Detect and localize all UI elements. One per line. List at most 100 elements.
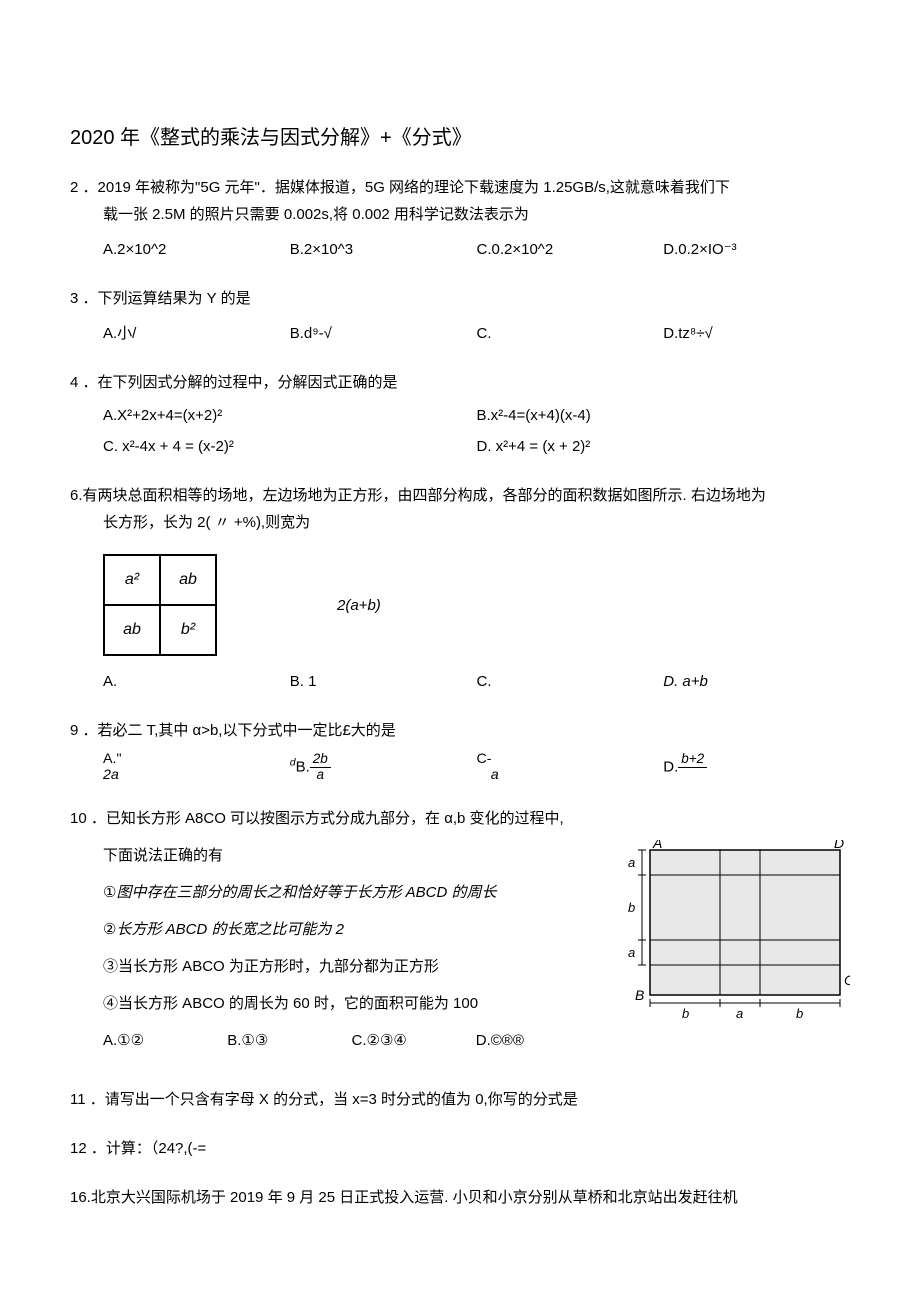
rectangle-diagram-icon: A D B C a b a b (620, 840, 850, 1020)
label-C: C (844, 972, 850, 988)
q9-a-top: A." (103, 752, 290, 768)
q2-opt-c: C.0.2×10^2 (477, 236, 664, 263)
q9-opt-b: dB.2ba (290, 752, 477, 783)
q2-opt-a: A.2×10^2 (103, 236, 290, 263)
q10-statements: 下面说法正确的有 ①图中存在三部分的周长之和恰好等于长方形 ABCD 的周长 ②… (70, 832, 600, 1064)
q9-opt-c: C- a (477, 752, 664, 783)
q3-opt-a: A.小/ (103, 320, 290, 347)
q6-figure-row: a² ab ab b² 2(a+b) (70, 554, 850, 656)
q9-c-top: C- (477, 752, 664, 768)
q9-opt-d: D.b+2 (663, 752, 850, 783)
q3-line1: 3 ．下列运算结果为 Y 的是 (70, 285, 850, 312)
q3-options: A.小/ B.d⁹-√ C. D.tz⁸÷√ (70, 320, 850, 347)
q10-text: ．已知长方形 A8CO 可以按图示方式分成九部分，在 α,b 变化的过程中, (91, 810, 564, 827)
q9-text: ．若必二 T,其中 α>b,以下分式中一定比£大的是 (83, 722, 396, 739)
q4-line1: 4 ．在下列因式分解的过程中，分解因式正确的是 (70, 369, 850, 396)
q10-item-3: ③当长方形 ABCO 为正方形时，九部分都为正方形 (70, 953, 600, 980)
q6-opt-a: A. (103, 668, 290, 695)
q6-square-table: a² ab ab b² (103, 554, 217, 656)
q10-item-2: ②长方形 ABCD 的长宽之比可能为 2 (70, 916, 600, 943)
q16-line: 16.北京大兴国际机场于 2019 年 9 月 25 日正式投入运营. 小贝和小… (70, 1184, 850, 1211)
question-3: 3 ．下列运算结果为 Y 的是 A.小/ B.d⁹-√ C. D.tz⁸÷√ (70, 285, 850, 347)
q4-options: A.X²+2x+4=(x+2)² B.x²-4=(x+4)(x-4) C. x²… (70, 402, 850, 460)
q10-item-4: ④当长方形 ABCO 的周长为 60 时，它的面积可能为 100 (70, 990, 600, 1017)
q2-options: A.2×10^2 B.2×10^3 C.0.2×10^2 D.0.2×IO⁻³ (70, 236, 850, 263)
q16-text: 北京大兴国际机场于 2019 年 9 月 25 日正式投入运营. 小贝和小京分别… (91, 1189, 738, 1206)
label-A: A (652, 840, 662, 851)
q10-options: A.①② B.①③ C.②③④ D.©®® (70, 1027, 600, 1054)
q9-d-pre: D. (663, 759, 678, 776)
q12-num: 12 (70, 1140, 87, 1157)
q10-i3-pre: ③ (103, 958, 118, 975)
q2-line2: 载一张 2.5M 的照片只需要 0.002s,将 0.002 用科学记数法表示为 (70, 201, 850, 228)
q3-text: ．下列运算结果为 Y 的是 (83, 290, 251, 307)
label-B: B (635, 987, 644, 1003)
left-b: b (628, 900, 635, 915)
q6-text: 有两块总面积相等的场地，左边场地为正方形，由四部分构成，各部分的面积数据如图所示… (83, 487, 766, 504)
q10-item-1: ①图中存在三部分的周长之和恰好等于长方形 ABCD 的周长 (70, 879, 600, 906)
question-10: 10 ．已知长方形 A8CO 可以按图示方式分成九部分，在 α,b 变化的过程中… (70, 805, 850, 1064)
q10-opt-a: A.①② (103, 1027, 227, 1054)
q6-opt-d: D. a+b (663, 668, 850, 695)
page-title: 2020 年《整式的乘法与因式分解》+《分式》 (70, 120, 850, 156)
q4-opt-b: B.x²-4=(x+4)(x-4) (477, 402, 851, 429)
q10-i2: 长方形 ABCD 的长宽之比可能为 2 (116, 921, 344, 938)
left-a2: a (628, 945, 635, 960)
q10-figure: A D B C a b a b (620, 840, 850, 1029)
left-a1: a (628, 855, 635, 870)
q10-i1: 图中存在三部分的周长之和恰好等于长方形 ABCD 的周长 (116, 884, 496, 901)
bot-b1: b (682, 1006, 689, 1020)
q9-b-num: 2b (310, 752, 331, 768)
q10-opt-b: B.①③ (227, 1027, 351, 1054)
q10-i4: 当长方形 ABCO 的周长为 60 时，它的面积可能为 100 (118, 995, 478, 1012)
q12-text: ．计算：（24?,(-= (91, 1140, 206, 1157)
question-16: 16.北京大兴国际机场于 2019 年 9 月 25 日正式投入运营. 小贝和小… (70, 1184, 850, 1211)
q10-stem: 10 ．已知长方形 A8CO 可以按图示方式分成九部分，在 α,b 变化的过程中… (70, 805, 850, 832)
q6-num: 6. (70, 487, 83, 504)
q10-line1: 下面说法正确的有 (70, 842, 600, 869)
q4-opt-d: D. x²+4 = (x + 2)² (477, 433, 851, 460)
question-2: 2 ．2019 年被称为"5G 元年"．据媒体报道，5G 网络的理论下载速度为 … (70, 174, 850, 263)
q4-opt-c: C. x²-4x + 4 = (x-2)² (103, 433, 477, 460)
q6-cell-ab1: ab (160, 555, 216, 605)
bot-a: a (736, 1006, 743, 1020)
q2-text: ．2019 年被称为"5G 元年"．据媒体报道，5G 网络的理论下载速度为 1.… (83, 179, 730, 196)
q6-cell-b2: b² (160, 605, 216, 655)
q4-opt-a: A.X²+2x+4=(x+2)² (103, 402, 477, 429)
q10-opt-c: C.②③④ (352, 1027, 476, 1054)
q10-i1-pre: ① (103, 884, 116, 901)
q4-num: 4 (70, 374, 78, 391)
q6-line2: 长方形，长为 2( 〃 +%),则宽为 (70, 509, 850, 536)
q2-opt-d: D.0.2×IO⁻³ (663, 236, 850, 263)
q9-d-den (678, 768, 707, 783)
q4-text: ．在下列因式分解的过程中，分解因式正确的是 (83, 374, 398, 391)
q10-i2-pre: ② (103, 921, 116, 938)
q10-i3: 当长方形 ABCO 为正方形时，九部分都为正方形 (118, 958, 439, 975)
q6-side-label: 2(a+b) (337, 592, 381, 619)
q16-num: 16. (70, 1189, 91, 1206)
q6-line1: 6.有两块总面积相等的场地，左边场地为正方形，由四部分构成，各部分的面积数据如图… (70, 482, 850, 509)
question-4: 4 ．在下列因式分解的过程中，分解因式正确的是 A.X²+2x+4=(x+2)²… (70, 369, 850, 460)
q10-opt-d: D.©®® (476, 1027, 600, 1054)
question-6: 6.有两块总面积相等的场地，左边场地为正方形，由四部分构成，各部分的面积数据如图… (70, 482, 850, 695)
bot-b2: b (796, 1006, 803, 1020)
q9-num: 9 (70, 722, 78, 739)
q10-num: 10 (70, 810, 87, 827)
q9-options: A." 2a dB.2ba C- a D.b+2 (70, 752, 850, 783)
q9-b-pre: B. (296, 759, 310, 776)
q2-opt-b: B.2×10^3 (290, 236, 477, 263)
question-12: 12 ．计算：（24?,(-= (70, 1135, 850, 1162)
q9-line1: 9 ．若必二 T,其中 α>b,以下分式中一定比£大的是 (70, 717, 850, 744)
question-9: 9 ．若必二 T,其中 α>b,以下分式中一定比£大的是 A." 2a dB.2… (70, 717, 850, 783)
q2-line1: 2 ．2019 年被称为"5G 元年"．据媒体报道，5G 网络的理论下载速度为 … (70, 174, 850, 201)
q3-opt-c: C. (477, 320, 664, 347)
q6-cell-a2: a² (104, 555, 160, 605)
q11-line: 11 ．请写出一个只含有字母 X 的分式，当 x=3 时分式的值为 0,你写的分… (70, 1086, 850, 1113)
q12-line: 12 ．计算：（24?,(-= (70, 1135, 850, 1162)
label-D: D (834, 840, 844, 851)
q9-c-bot: a (477, 768, 664, 784)
q9-d-num: b+2 (678, 752, 707, 768)
q3-num: 3 (70, 290, 78, 307)
q11-num: 11 (70, 1091, 86, 1108)
q9-opt-a: A." 2a (103, 752, 290, 783)
